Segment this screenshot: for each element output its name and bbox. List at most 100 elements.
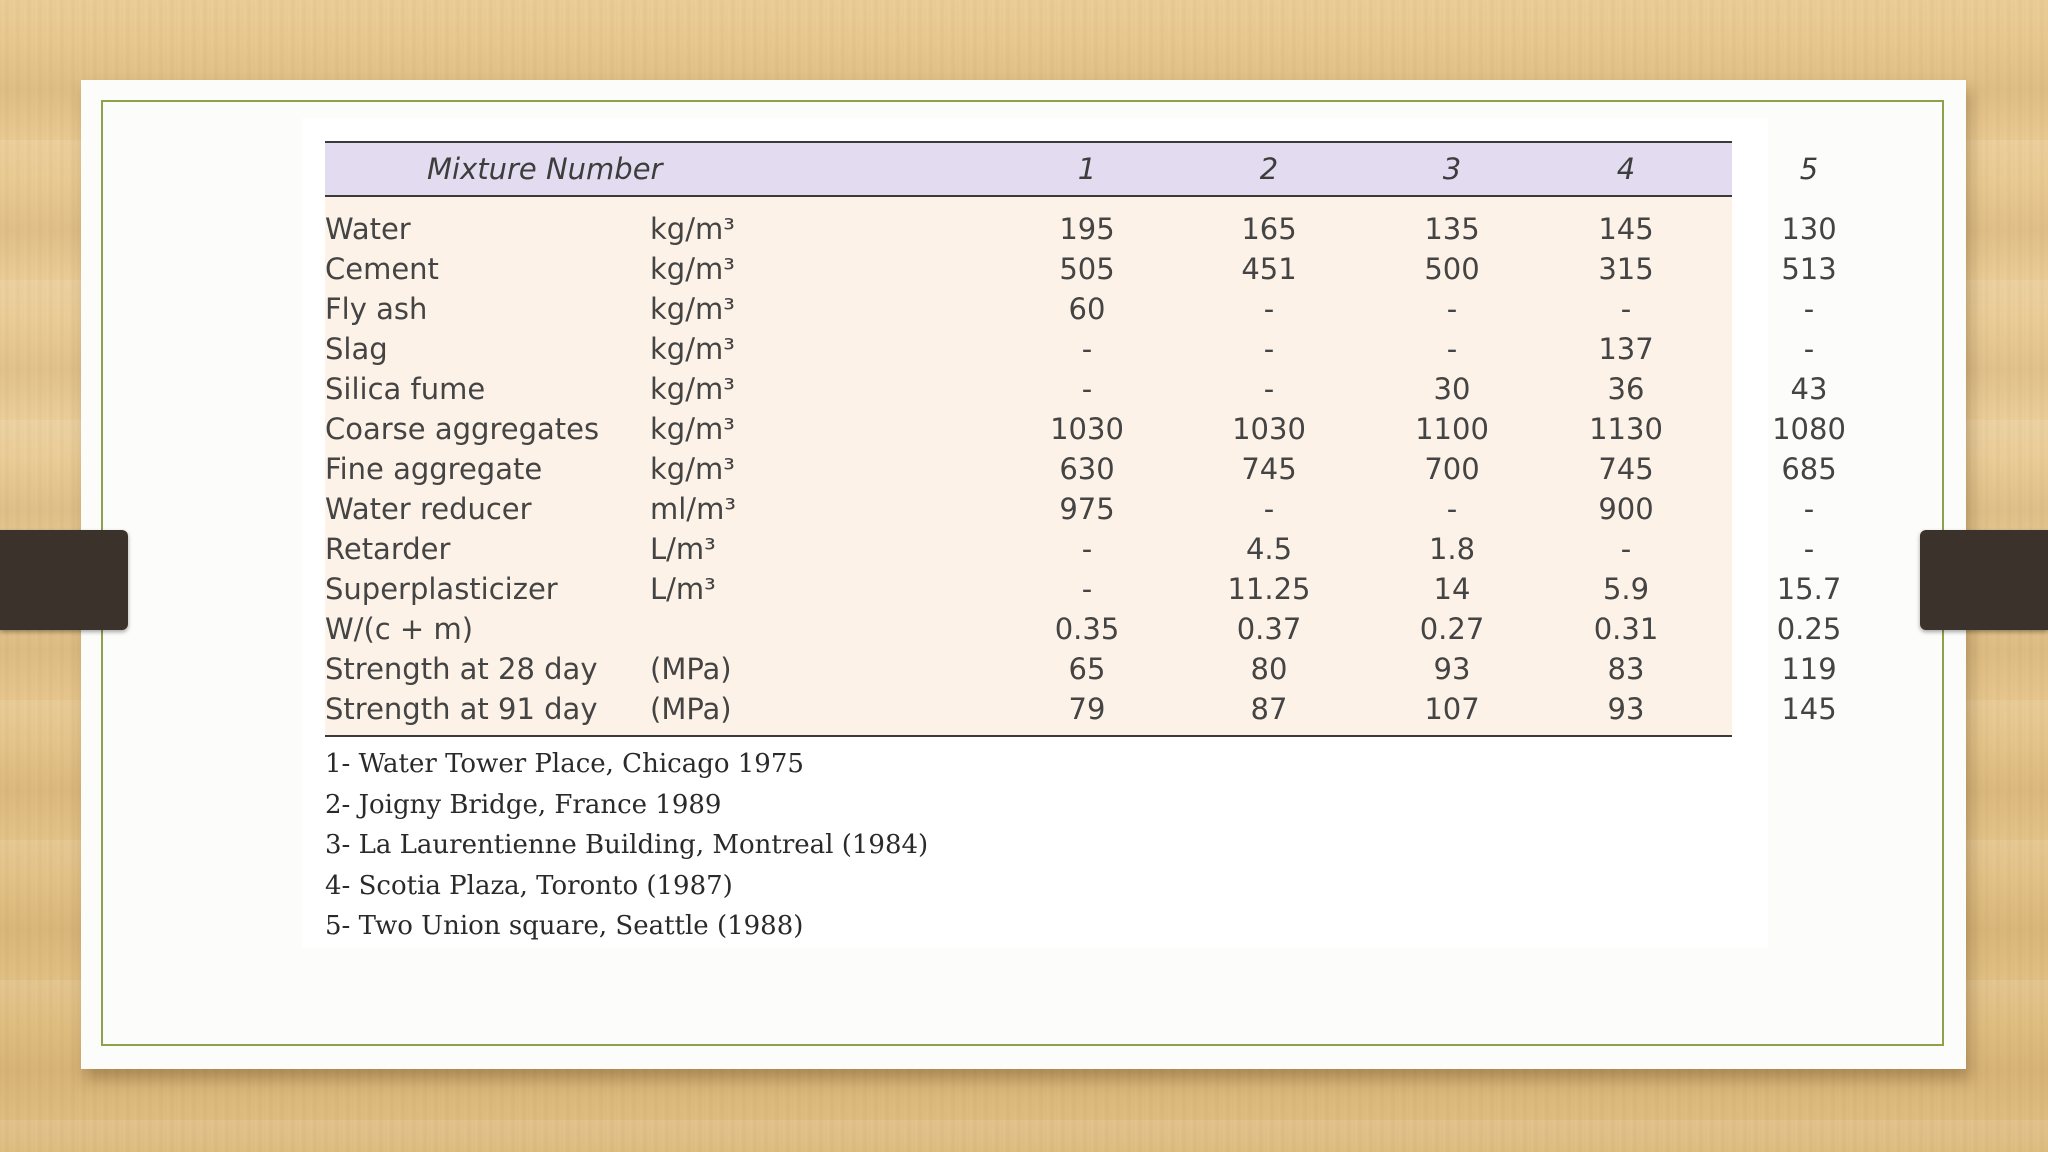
row-value-mix-4: 1130 xyxy=(1589,412,1663,446)
row-value-mix-1: 630 xyxy=(1059,452,1115,486)
row-value-mix-1: 505 xyxy=(1059,252,1115,286)
row-value-mix-1: - xyxy=(1081,572,1093,606)
row-unit: kg/m³ xyxy=(650,412,735,446)
row-value-mix-3: 14 xyxy=(1433,572,1471,606)
row-unit: kg/m³ xyxy=(650,452,735,486)
row-material-name: Retarder xyxy=(325,532,451,566)
row-unit: kg/m³ xyxy=(650,252,735,286)
table-row: Strength at 91 day (MPa) 79 87 107 93 145 xyxy=(325,689,1837,729)
header-col-2: 2 xyxy=(1259,152,1279,186)
header-col-5: 5 xyxy=(1799,152,1819,186)
row-value-mix-1: 1030 xyxy=(1050,412,1124,446)
row-value-mix-1: 60 xyxy=(1068,292,1106,326)
row-unit: (MPa) xyxy=(650,652,732,686)
table-row: Slag kg/m³ - - - 137 - xyxy=(325,329,1814,369)
row-value-mix-1: 65 xyxy=(1068,652,1106,686)
row-unit: ml/m³ xyxy=(650,492,736,526)
row-value-mix-4: 5.9 xyxy=(1602,572,1650,606)
row-material-name: Silica fume xyxy=(325,372,486,406)
row-value-mix-5: 15.7 xyxy=(1776,572,1842,606)
row-value-mix-3: 93 xyxy=(1433,652,1471,686)
row-value-mix-4: 137 xyxy=(1598,332,1654,366)
header-col-3: 3 xyxy=(1442,152,1462,186)
row-value-mix-3: 500 xyxy=(1424,252,1480,286)
row-value-mix-4: 145 xyxy=(1598,212,1654,246)
row-value-mix-3: 700 xyxy=(1424,452,1480,486)
row-value-mix-4: - xyxy=(1620,292,1632,326)
table-row: Water reducer ml/m³ 975 - - 900 - xyxy=(325,489,1814,529)
row-unit: kg/m³ xyxy=(650,332,735,366)
row-value-mix-5: 685 xyxy=(1781,452,1837,486)
row-value-mix-3: 135 xyxy=(1424,212,1480,246)
row-value-mix-2: 11.25 xyxy=(1227,572,1311,606)
row-value-mix-2: - xyxy=(1263,372,1275,406)
row-value-mix-2: 745 xyxy=(1241,452,1297,486)
row-material-name: Superplasticizer xyxy=(325,572,558,606)
table-row: Cement kg/m³ 505 451 500 315 513 xyxy=(325,249,1837,289)
row-material-name: Fine aggregate xyxy=(325,452,543,486)
row-value-mix-1: - xyxy=(1081,332,1093,366)
row-value-mix-5: - xyxy=(1803,292,1815,326)
header-col-1: 1 xyxy=(1077,152,1097,186)
right-binder-clip xyxy=(1920,530,2048,630)
row-value-mix-2: 80 xyxy=(1250,652,1288,686)
row-value-mix-2: - xyxy=(1263,332,1275,366)
project-references: 1- Water Tower Place, Chicago 1975 2- Joi… xyxy=(325,744,928,947)
reference-item: 4- Scotia Plaza, Toronto (1987) xyxy=(325,870,733,901)
row-value-mix-5: 1080 xyxy=(1772,412,1846,446)
row-value-mix-4: - xyxy=(1620,532,1632,566)
row-unit: (MPa) xyxy=(650,692,732,726)
row-material-name: Fly ash xyxy=(325,292,428,326)
row-value-mix-1: 975 xyxy=(1059,492,1115,526)
table-row: Coarse aggregates kg/m³ 1030 1030 1100 1130 10… xyxy=(325,409,1846,449)
row-unit: kg/m³ xyxy=(650,372,735,406)
reference-item: 2- Joigny Bridge, France 1989 xyxy=(325,789,722,820)
row-value-mix-2: 0.37 xyxy=(1236,612,1302,646)
reference-item: 3- La Laurentienne Building, Montreal (1… xyxy=(325,830,929,860)
row-value-mix-5: 0.25 xyxy=(1776,612,1842,646)
row-unit: L/m³ xyxy=(650,532,716,566)
row-value-mix-2: - xyxy=(1263,492,1275,526)
row-value-mix-1: 79 xyxy=(1068,692,1106,726)
row-material-name: Coarse aggregates xyxy=(325,412,600,446)
mixture-table: Mixture Number 1 2 3 4 5 Water kg/m³ 195 16… xyxy=(325,141,1846,737)
row-value-mix-3: - xyxy=(1446,292,1458,326)
row-value-mix-4: 745 xyxy=(1598,452,1654,486)
table-body: Water kg/m³ 195 165 135 145 130 Cement kg/m³ 505 4… xyxy=(325,197,1846,735)
reference-item: 1- Water Tower Place, Chicago 1975 xyxy=(325,749,804,779)
row-material-name: Slag xyxy=(325,332,388,366)
row-value-mix-4: 93 xyxy=(1607,692,1645,726)
table-row: W/(c + m) 0.35 0.37 0.27 0.31 0.25 xyxy=(325,609,1841,649)
row-value-mix-4: 83 xyxy=(1607,652,1645,686)
row-value-mix-4: 900 xyxy=(1598,492,1654,526)
row-unit: kg/m³ xyxy=(650,212,735,246)
row-value-mix-5: 145 xyxy=(1781,692,1837,726)
row-value-mix-3: 30 xyxy=(1433,372,1471,406)
row-value-mix-2: 1030 xyxy=(1232,412,1306,446)
table-row: Silica fume kg/m³ - - 30 36 43 xyxy=(325,369,1827,409)
header-col-4: 4 xyxy=(1616,152,1636,186)
row-value-mix-5: 513 xyxy=(1781,252,1837,286)
row-material-name: Strength at 28 day xyxy=(325,652,598,686)
row-material-name: W/(c + m) xyxy=(325,612,474,646)
row-material-name: Cement xyxy=(325,252,439,286)
row-value-mix-2: 451 xyxy=(1241,252,1297,286)
row-value-mix-5: - xyxy=(1803,532,1815,566)
table-row: Strength at 28 day (MPa) 65 80 93 83 119 xyxy=(325,649,1837,689)
header-label: Mixture Number xyxy=(427,152,663,186)
table-row: Fine aggregate kg/m³ 630 745 700 745 685 xyxy=(325,449,1837,489)
row-value-mix-2: 4.5 xyxy=(1245,532,1293,566)
table-row: Retarder L/m³ - 4.5 1.8 - - xyxy=(325,529,1814,569)
reference-item: 5- Two Union square, Seattle (1988) xyxy=(325,911,804,941)
row-value-mix-5: 43 xyxy=(1790,372,1828,406)
row-value-mix-2: 165 xyxy=(1241,212,1297,246)
row-value-mix-1: - xyxy=(1081,372,1093,406)
row-value-mix-3: 0.27 xyxy=(1419,612,1485,646)
row-value-mix-5: 119 xyxy=(1781,652,1837,686)
row-value-mix-3: - xyxy=(1446,332,1458,366)
row-value-mix-3: - xyxy=(1446,492,1458,526)
left-binder-clip xyxy=(0,530,128,630)
row-value-mix-2: - xyxy=(1263,292,1275,326)
row-value-mix-3: 107 xyxy=(1424,692,1480,726)
table-row: Superplasticizer L/m³ - 11.25 14 5.9 15.7 xyxy=(325,569,1841,609)
